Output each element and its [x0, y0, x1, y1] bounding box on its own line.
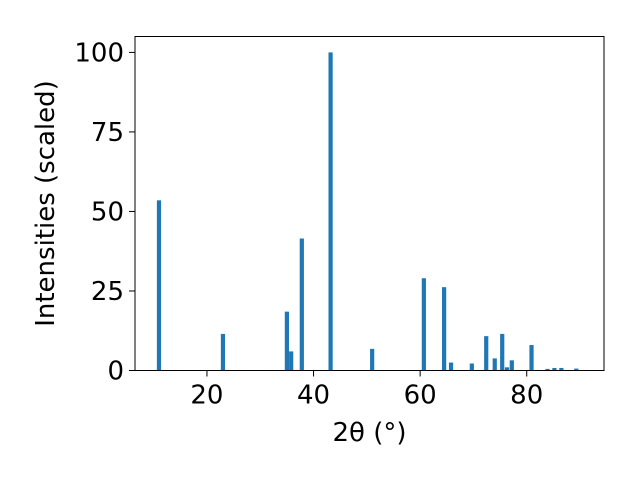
- bar-5: [328, 52, 333, 371]
- bar-0: [156, 200, 162, 371]
- x-tick-label-2: 60: [404, 381, 437, 411]
- bar-9: [448, 362, 454, 371]
- x-tick-label-3: 80: [510, 381, 543, 411]
- bar-3: [289, 351, 294, 371]
- x-tick-label-0: 20: [190, 381, 223, 411]
- bar-4: [299, 238, 304, 371]
- plot-frame: [134, 36, 605, 371]
- x-axis-ticks: 20 40 60 80: [190, 370, 543, 411]
- bar-2: [284, 311, 289, 371]
- y-tick-label-0: 0: [107, 357, 124, 387]
- x-axis-label: 2θ (°): [332, 418, 406, 448]
- y-tick-label-1: 25: [91, 277, 124, 307]
- y-axis-ticks: 0 25 50 75 100: [74, 38, 135, 387]
- bar-8: [442, 287, 447, 371]
- bar-13: [500, 333, 505, 371]
- bar-16: [529, 345, 534, 371]
- bar-20: [574, 368, 579, 371]
- y-tick-label-2: 50: [91, 197, 124, 227]
- bar-6: [370, 348, 375, 371]
- bars-layer: [156, 52, 579, 371]
- bar-19: [559, 367, 564, 371]
- bar-7: [421, 278, 426, 371]
- bar-17: [545, 368, 550, 371]
- bar-1: [220, 333, 226, 371]
- bar-11: [484, 336, 489, 371]
- bar-12: [492, 358, 497, 371]
- bar-18: [552, 367, 557, 371]
- bar-14: [504, 367, 510, 371]
- y-axis-label: Intensities (scaled): [31, 80, 61, 327]
- bar-10: [469, 363, 474, 371]
- y-tick-label-3: 75: [91, 118, 124, 148]
- bar-15: [509, 360, 514, 371]
- y-tick-label-4: 100: [74, 38, 124, 68]
- x-tick-label-1: 40: [297, 381, 330, 411]
